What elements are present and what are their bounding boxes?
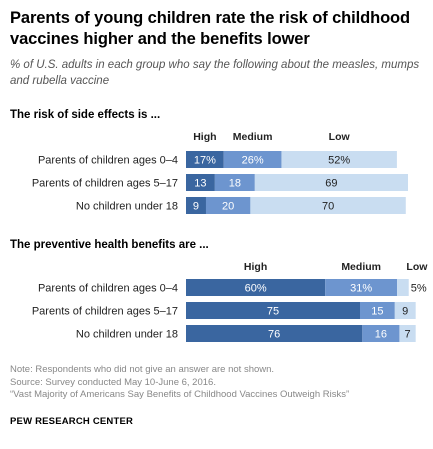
bar-medium (325, 279, 398, 296)
category-label: No children under 18 (76, 201, 178, 213)
value-label-high: 9 (193, 201, 199, 213)
bar-high (186, 197, 206, 214)
value-label-high: 60% (245, 283, 267, 295)
bar-medium (360, 302, 395, 319)
value-label-low: 70 (322, 201, 334, 213)
series-header-low: Low (329, 131, 351, 143)
section-title-benefits: The preventive health benefits are ... (10, 239, 209, 251)
value-label-medium: 26% (242, 155, 264, 167)
brand-label: PEW RESEARCH CENTER (10, 416, 134, 427)
value-label-medium: 16 (375, 329, 387, 341)
chart-subtitle: % of U.S. adults in each group who say t… (10, 59, 420, 87)
bar-high (186, 325, 363, 342)
value-label-high: 17% (194, 155, 216, 167)
value-label-medium: 15 (371, 306, 383, 318)
series-header-high: High (244, 261, 267, 273)
value-label-low: 5% (411, 283, 427, 295)
bar-medium (214, 174, 255, 191)
bar-high (186, 279, 326, 296)
category-label: Parents of children ages 0–4 (38, 283, 178, 295)
value-label-medium: 20 (222, 201, 234, 213)
value-label-high: 75 (267, 306, 279, 318)
chart-title: Parents of young children rate the risk … (10, 9, 411, 48)
bar-high (186, 151, 224, 168)
bar-low (394, 302, 416, 319)
value-label-low: 7 (404, 329, 410, 341)
bar-medium (205, 197, 251, 214)
value-label-medium: 18 (229, 178, 241, 190)
value-label-high: 13 (194, 178, 206, 190)
value-label-high: 76 (268, 329, 280, 341)
footer-report: “Vast Majority of Americans Say Benefits… (10, 389, 350, 400)
footer-notes: Note: Respondents who did not give an an… (10, 364, 425, 402)
category-label: Parents of children ages 0–4 (38, 155, 178, 167)
bar-low (281, 151, 397, 168)
series-header-low: Low (406, 261, 428, 273)
bar-medium (223, 151, 282, 168)
value-label-medium: 31% (350, 283, 372, 295)
bar-medium (362, 325, 400, 342)
bar-low (250, 197, 406, 214)
series-header-high: High (193, 131, 216, 143)
footer-source: Source: Survey conducted May 10-June 6, … (10, 376, 216, 388)
series-header-medium: Medium (341, 261, 381, 273)
value-label-low: 52% (328, 155, 350, 167)
bar-low (399, 325, 416, 342)
value-label-low: 9 (402, 306, 408, 318)
category-label: Parents of children ages 5–17 (32, 178, 178, 190)
series-header-medium: Medium (233, 131, 273, 143)
footer-note: Note: Respondents who did not give an an… (10, 364, 275, 375)
bar-low (397, 279, 409, 296)
value-label-low: 69 (325, 178, 337, 190)
category-label: Parents of children ages 5–17 (32, 306, 178, 318)
bar-high (186, 174, 215, 191)
category-label: No children under 18 (76, 329, 178, 341)
section-title-risk: The risk of side effects is ... (10, 109, 161, 121)
bar-low (254, 174, 408, 191)
bar-high (186, 302, 360, 319)
